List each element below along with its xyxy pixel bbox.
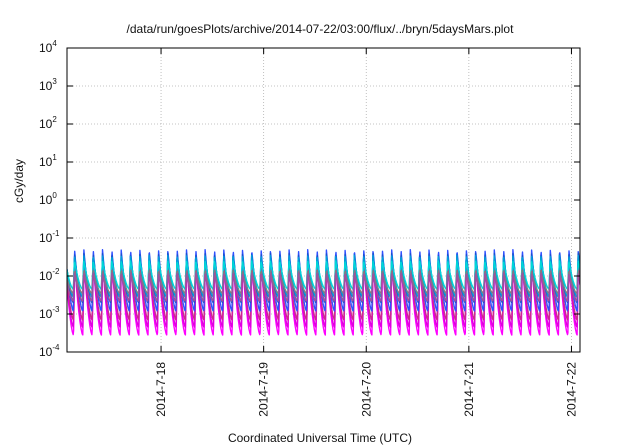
x-axis-label: Coordinated Universal Time (UTC) <box>227 431 413 445</box>
y-tick-base: 10 <box>39 193 53 207</box>
y-tick-label: 103 <box>39 77 57 93</box>
y-tick-label: 10-3 <box>39 305 60 321</box>
y-tick-exponent: 4 <box>52 39 57 48</box>
series-line <box>67 272 580 302</box>
y-tick-exponent: -3 <box>52 305 60 314</box>
y-tick-base: 10 <box>39 79 53 93</box>
y-tick-exponent: 0 <box>52 191 57 200</box>
y-tick-base: 10 <box>39 307 53 321</box>
y-tick-exponent: 1 <box>52 153 57 162</box>
y-tick-exponent: 2 <box>52 115 57 124</box>
y-tick-label: 10-4 <box>39 343 60 359</box>
y-tick-label: 10-1 <box>39 229 60 245</box>
y-tick-label: 104 <box>39 39 57 55</box>
y-tick-base: 10 <box>39 345 53 359</box>
y-tick-base: 10 <box>39 155 53 169</box>
y-tick-exponent: -1 <box>52 229 60 238</box>
y-tick-base: 10 <box>39 41 53 55</box>
series-group <box>67 249 580 336</box>
x-tick-label: 2014-7-21 <box>462 362 476 417</box>
chart-title: /data/run/goesPlots/archive/2014-07-22/0… <box>126 22 514 36</box>
x-tick-label: 2014-7-18 <box>154 362 168 417</box>
y-tick-label: 100 <box>39 191 57 207</box>
x-tick-label: 2014-7-19 <box>257 362 271 417</box>
y-tick-base: 10 <box>39 269 53 283</box>
y-tick-base: 10 <box>39 231 53 245</box>
y-tick-base: 10 <box>39 117 53 131</box>
axes: 10-410-310-210-11001011021031042014-7-18… <box>39 39 580 417</box>
y-tick-label: 102 <box>39 115 57 131</box>
y-tick-label: 10-2 <box>39 267 60 283</box>
series-line <box>67 260 580 290</box>
y-tick-label: 101 <box>39 153 57 169</box>
x-tick-label: 2014-7-20 <box>359 362 373 417</box>
y-tick-exponent: -2 <box>52 267 60 276</box>
x-tick-label: 2014-7-22 <box>564 362 578 417</box>
series-line <box>67 269 580 294</box>
y-tick-exponent: -4 <box>52 343 60 352</box>
y-tick-exponent: 3 <box>52 77 57 86</box>
